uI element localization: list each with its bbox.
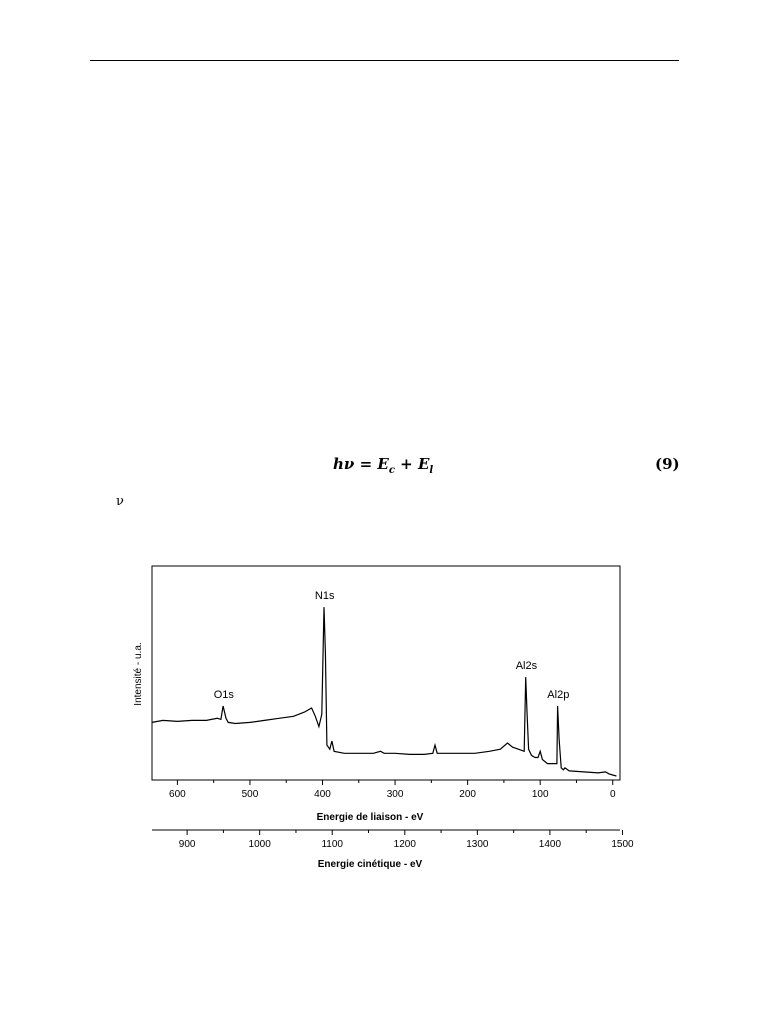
x-axis-label: Energie de liaison - eV [317,812,424,823]
equation-plus: + [400,455,413,473]
equation-lhs: hν [333,455,355,473]
x2-axis-label: Energie cinétique - eV [318,859,423,870]
x2-tick-label: 1400 [539,839,562,850]
plot-frame [151,565,621,781]
stray-symbol: ν [116,494,124,509]
x2-tick-label: 1300 [466,839,489,850]
x-tick-label: 0 [610,789,616,800]
equation-number: (9) [655,455,680,473]
peak-label: Al2p [547,689,569,701]
x-tick-label: 500 [242,789,259,800]
x2-tick-label: 900 [179,839,196,850]
spectrum-line [151,607,617,777]
equation: hν = Ec + El [333,455,433,476]
x-tick-label: 100 [532,789,549,800]
peak-label: O1s [214,689,235,701]
equation-term1: Ec [377,455,395,476]
peak-label: Al2s [516,660,538,672]
x2-axis-ticks: 900 1000 1100 1200 1300 1400 1500 [179,830,634,850]
x-tick-label: 600 [169,789,186,800]
x2-tick-label: 1500 [611,839,634,850]
equation-term2: El [417,455,434,476]
x-axis-ticks: 600 500 400 300 200 100 0 [169,780,616,800]
x2-tick-label: 1000 [249,839,272,850]
equation-operator: = [359,455,373,473]
x-tick-label: 400 [314,789,331,800]
header-rule [90,60,679,61]
x2-tick-label: 1100 [321,839,343,850]
peak-label: N1s [315,590,335,602]
x-tick-label: 300 [387,789,404,800]
y-axis-label: Intensité - u.a. [133,642,144,705]
peak-labels: O1s N1s Al2s Al2p [214,590,570,701]
x2-tick-label: 1200 [394,839,417,850]
x-tick-label: 200 [459,789,476,800]
